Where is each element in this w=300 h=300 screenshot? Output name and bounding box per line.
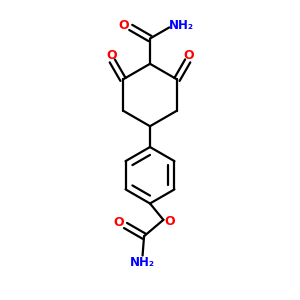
Text: O: O (114, 216, 124, 229)
Text: O: O (106, 49, 117, 62)
Text: NH₂: NH₂ (130, 256, 155, 269)
Text: O: O (119, 19, 130, 32)
Text: NH₂: NH₂ (169, 19, 194, 32)
Text: O: O (183, 49, 194, 62)
Text: O: O (165, 215, 175, 228)
